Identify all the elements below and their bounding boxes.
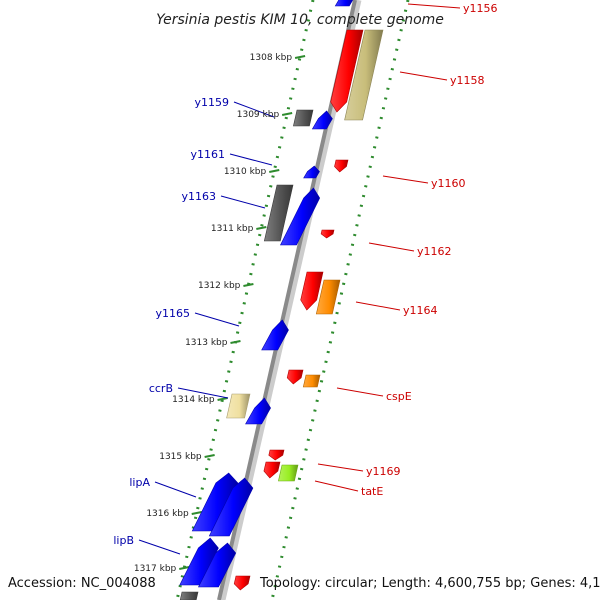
tick-mark [179,566,190,570]
gene-y1159-block [293,109,314,127]
label-y1160: y1160 [431,177,466,190]
gene-y1163-block [280,187,321,246]
gene-y1162-block [320,229,335,239]
label-y1160-leader [382,175,429,184]
label-lipA: lipA [129,476,150,489]
label-tatE: tatE [361,485,383,498]
label-y1159: y1159 [194,96,229,109]
label-tatE-leader [314,480,359,492]
label-y1159-leader [233,101,275,118]
tick-mark [256,226,267,230]
gene-cspE-block [302,374,321,388]
tick-mark [294,55,306,59]
gene-y1169-block-top [268,449,285,461]
gene-y1169-block [263,461,281,479]
gene-block-gray-bottom [179,591,199,600]
tick-label: 1314 kbp [172,395,215,405]
label-y1162-leader [368,242,415,252]
tick-mark [281,112,293,116]
gene-tatE-block [278,464,299,482]
tick-mark [230,340,241,344]
gene-lipA-block [191,472,239,532]
tick-label: 1309 kbp [237,110,280,120]
gene-block-red-mid [300,271,324,311]
label-cspE-leader [336,387,384,397]
tick-label: 1317 kbp [134,564,177,574]
label-y1162: y1162 [417,245,452,258]
tick-mark [243,283,254,287]
label-cspE: cspE [386,390,412,403]
tick-mark [191,511,202,515]
label-ccrB: ccrB [149,382,173,395]
gene-lipA-block-right [208,477,254,537]
gene-y1158-block [344,29,384,121]
gene-y1165-block [261,319,289,351]
tick-mark [217,397,228,401]
gene-y1156-block [334,0,354,7]
label-y1158-leader [399,71,448,81]
tick-label: 1308 kbp [250,53,293,63]
tick-label: 1310 kbp [224,167,267,177]
tick-mark [204,454,215,458]
label-lipA-leader [154,481,197,498]
label-y1158: y1158 [450,74,485,87]
tick-label: 1312 kbp [198,281,241,291]
gene-ccrB-block [226,393,251,419]
tick-label: 1311 kbp [211,224,254,234]
label-y1161-leader [229,153,273,166]
label-y1164: y1164 [403,304,438,317]
gene-y1160-block [334,159,349,173]
tick-mark [269,169,280,173]
gene-block-red-large [330,29,364,113]
gene-y1161-block [303,165,320,179]
tick-label: 1313 kbp [185,338,228,348]
accession-text: Accession: NC_004088 [8,576,156,591]
label-y1163-leader [220,195,266,209]
label-lipB: lipB [113,534,134,547]
label-y1165-leader [194,312,240,327]
gene-lipB-block [179,537,219,586]
tick-label: 1316 kbp [146,509,189,519]
label-y1161: y1161 [190,148,225,161]
label-y1163: y1163 [181,190,216,203]
gene-block-red-bottom [233,575,251,591]
gene-block-gray-large [263,184,294,242]
label-ccrB-leader [177,387,229,399]
label-lipB-leader [138,539,181,555]
tick-label: 1315 kbp [159,452,202,462]
label-y1164-leader [355,301,401,311]
label-y1169: y1169 [366,465,401,478]
map-title: Yersinia pestis KIM 10, complete genome [156,12,444,28]
gene-block-blue [311,110,333,130]
gene-lipB-block-right [198,542,237,588]
gene-y1164-block [315,279,341,315]
label-y1165: y1165 [155,307,190,320]
gene-block-blue-small [245,397,271,425]
label-y1156-leader [407,3,461,9]
label-y1156: y1156 [463,2,498,15]
gene-cspE-block-left [286,369,304,385]
topology-text: Topology: circular; Length: 4,600,755 bp… [259,576,600,591]
label-y1169-leader [317,463,364,472]
